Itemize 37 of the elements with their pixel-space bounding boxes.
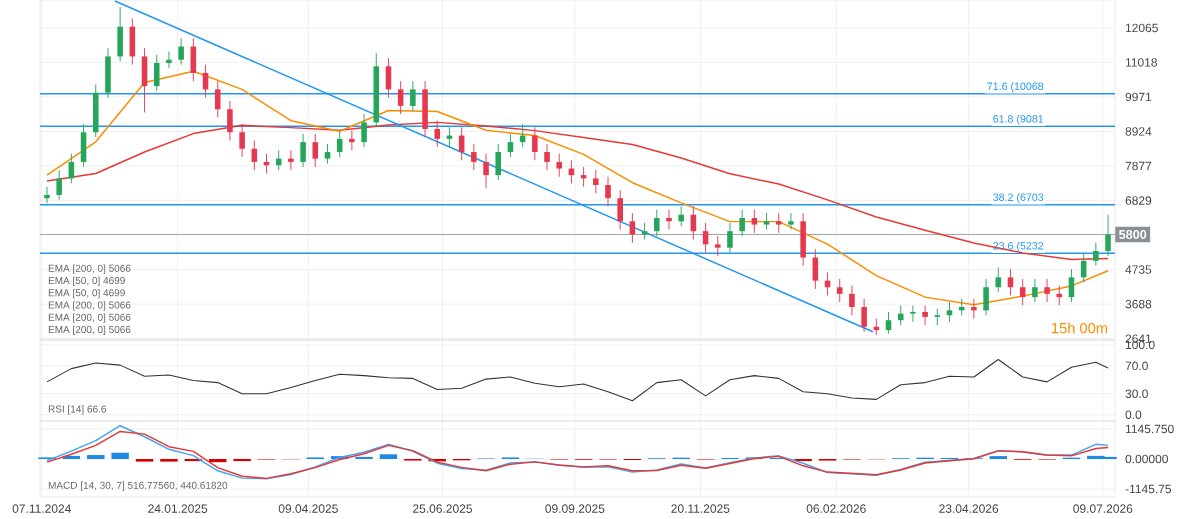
x-tick-label: 20.11.2025	[671, 504, 730, 513]
ref-line-label: 38.2 (6703	[993, 193, 1044, 204]
y-tick-label: 11018	[1125, 58, 1158, 67]
ref-line-label: 61.8 (9081	[993, 114, 1044, 125]
ref-line-label: 71.6 (10068	[987, 82, 1044, 93]
y-tick-label: 8924	[1125, 127, 1152, 136]
y-tick-label: 3688	[1125, 299, 1152, 309]
annotation: MACD [14, 30, 7] 516.77560, 440.61820	[48, 481, 228, 491]
y-tick-label: 4735	[1125, 265, 1152, 274]
x-tick-label: 09.09.2025	[545, 504, 605, 513]
y-tick-label: 9971	[1125, 92, 1152, 102]
annotation: EMA [200, 0] 5066	[48, 301, 131, 311]
y-tick-label: 70.0	[1125, 361, 1148, 371]
annotation: RSI [14] 66.6	[48, 405, 106, 415]
y-tick-label: 0.00000	[1125, 454, 1168, 464]
x-tick-label: 09.07.2026	[1073, 504, 1133, 513]
x-tick-label: 06.02.2026	[806, 504, 866, 513]
annotation: EMA [50, 0] 4699	[48, 276, 125, 287]
y-tick-label: 6829	[1125, 196, 1152, 205]
ref-line-label: 23.6 (5232	[993, 241, 1044, 252]
y-tick-label: 12065	[1125, 23, 1158, 33]
ref-line-label: 5800	[1119, 230, 1147, 239]
x-tick-label: 09.04.2025	[278, 504, 338, 513]
x-tick-label: 07.11.2024	[12, 504, 71, 513]
annotation: EMA [200, 0] 5066	[48, 325, 131, 335]
y-tick-label: 30.0	[1125, 389, 1148, 399]
y-tick-label: -1145.75	[1125, 484, 1172, 494]
annotation: 15h 00m	[1052, 322, 1108, 334]
x-tick-label: 24.01.2025	[148, 504, 208, 513]
y-tick-label: 7877	[1125, 161, 1152, 171]
x-tick-label: 23.04.2026	[939, 504, 999, 513]
x-tick-label: 25.06.2025	[413, 504, 472, 513]
annotation: EMA [200, 0] 5066	[48, 313, 131, 323]
annotation: EMA [50, 0] 4699	[48, 288, 125, 299]
y-tick-label: 0.0	[1125, 410, 1142, 419]
annotation: EMA [200, 0] 5066	[48, 264, 131, 274]
y-tick-label: 1145.750	[1125, 424, 1174, 434]
